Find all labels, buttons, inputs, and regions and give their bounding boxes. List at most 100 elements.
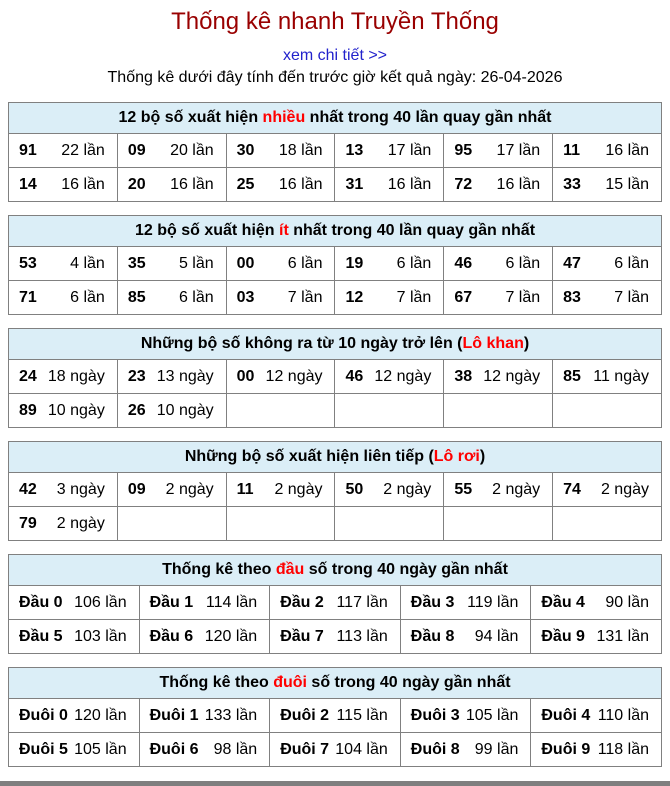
stat-cell: 46 6 lần [443, 246, 554, 281]
header-text: nhất trong 40 lần quay gần nhất [288, 222, 536, 239]
table-least-frequent: 12 bộ số xuất hiện ít nhất trong 40 lần … [8, 215, 662, 315]
empty-cell [225, 506, 336, 541]
date-note: Thống kê dưới đây tính đến trước giờ kết… [107, 69, 563, 86]
detail-link[interactable]: xem chi tiết >> [282, 47, 388, 64]
stat-cell: 03 7 lần [225, 280, 336, 315]
stat-cell: 09 20 lần [116, 133, 227, 168]
stat-cell: Đầu 4 90 lần [530, 585, 662, 620]
stat-cell: Đuôi 8 99 lần [399, 732, 532, 767]
empty-cell [552, 393, 662, 428]
table-row: 71 6 lần 85 6 lần 03 7 lần 12 7 lần 67 7 lần 83 7 l… [8, 280, 662, 315]
stat-number: Đuôi 9 [541, 740, 591, 758]
table-header-most-frequent: 12 bộ số xuất hiện nhiều nhất trong 40 l… [8, 102, 662, 134]
stat-count: 18 ngày [47, 367, 105, 385]
stat-count: 114 lần [205, 593, 258, 611]
stat-number: Đuôi 6 [149, 740, 199, 758]
header-text: Thống kê theo [162, 561, 276, 578]
stat-cell: 14 16 lần [8, 167, 118, 202]
stat-cell: 00 6 lần [225, 246, 336, 281]
stat-number: Đầu 7 [280, 627, 324, 645]
header-highlight: nhiều [262, 109, 306, 126]
stat-count: 113 lần [336, 627, 388, 645]
stat-count: 7 lần [287, 288, 323, 306]
stat-cell: 24 18 ngày [8, 359, 118, 394]
stat-number: 46 [454, 254, 473, 272]
stat-number: 35 [127, 254, 146, 272]
stat-number: 26 [127, 401, 146, 419]
stat-count: 16 lần [170, 175, 214, 193]
table-row: 14 16 lần 20 16 lần 25 16 lần 31 16 lần 72 16 lần… [8, 167, 662, 202]
stat-cell: 33 15 lần [552, 167, 662, 202]
stat-cell: 53 4 lần [8, 246, 118, 281]
header-highlight: đuôi [273, 674, 307, 691]
header-text: số trong 40 ngày gần nhất [306, 674, 511, 691]
table-header-dau: Thống kê theo đầu số trong 40 ngày gần n… [8, 554, 662, 586]
stat-count: 7 lần [396, 288, 432, 306]
stat-count: 12 ngày [265, 367, 323, 385]
stat-cell: Đuôi 3 105 lần [399, 698, 532, 733]
stat-cell: Đuôi 0 120 lần [8, 698, 140, 733]
table-header-lo-roi: Những bộ số xuất hiện liên tiếp (Lô rơi) [8, 441, 662, 473]
empty-cell [334, 506, 445, 541]
stat-cell: 20 16 lần [116, 167, 227, 202]
stat-count: 120 lần [74, 706, 127, 724]
stat-count: 10 ngày [156, 401, 214, 419]
stat-number: 53 [19, 254, 37, 272]
stat-count: 16 lần [278, 175, 323, 193]
header-highlight: Lô khan [462, 335, 524, 352]
stat-number: 38 [454, 367, 473, 385]
stat-cell: Đuôi 1 133 lần [138, 698, 271, 733]
stat-cell: 91 22 lần [8, 133, 118, 168]
stat-number: Đuôi 4 [541, 706, 591, 724]
stat-count: 15 lần [605, 175, 649, 193]
stat-number: 25 [236, 175, 255, 193]
table-row: Đầu 0 106 lần Đầu 1 114 lần Đầu 2 117 lần Đầu … [8, 585, 662, 620]
stat-count: 94 lần [474, 627, 519, 645]
stat-count: 7 lần [614, 288, 649, 306]
header-text: nhất trong 40 lần quay gần nhất [305, 109, 552, 126]
stat-count: 16 lần [496, 175, 541, 193]
stat-cell: 83 7 lần [552, 280, 662, 315]
statistics-tables: 12 bộ số xuất hiện nhiều nhất trong 40 l… [0, 102, 670, 767]
header-highlight: Lô rơi [433, 448, 480, 465]
stat-count: 12 ngày [374, 367, 432, 385]
stat-count: 6 lần [614, 254, 649, 272]
stat-count: 2 ngày [600, 480, 649, 498]
stat-number: Đầu 8 [410, 627, 455, 645]
page: { "page": { "title": "Thống kê nhanh Tru… [0, 6, 670, 786]
stat-number: 03 [236, 288, 255, 306]
empty-cell [225, 393, 336, 428]
stat-cell: 13 17 lần [334, 133, 445, 168]
stat-number: 30 [236, 141, 255, 159]
stat-number: Đầu 2 [280, 593, 324, 611]
stat-count: 6 lần [178, 288, 214, 306]
stat-cell: Đầu 0 106 lần [8, 585, 140, 620]
stat-count: 16 lần [61, 175, 105, 193]
stat-count: 131 lần [596, 627, 650, 645]
stat-count: 90 lần [605, 593, 649, 611]
table-row: 91 22 lần 09 20 lần 30 18 lần 13 17 lần 95 17 lần… [8, 133, 662, 168]
header-text: Những bộ số xuất hiện liên tiếp ( [184, 448, 434, 465]
stat-number: 74 [563, 480, 581, 498]
empty-cell [443, 393, 554, 428]
empty-cell [552, 506, 662, 541]
stat-number: Đuôi 5 [19, 740, 68, 758]
stat-number: Đuôi 2 [280, 706, 330, 724]
stat-count: 2 ngày [383, 480, 432, 498]
table-lo-khan: Những bộ số không ra từ 10 ngày trở lên … [8, 328, 662, 428]
stat-number: 19 [345, 254, 364, 272]
header-text: 12 bộ số xuất hiện [118, 109, 263, 126]
stat-count: 6 lần [396, 254, 432, 272]
stat-number: 85 [127, 288, 146, 306]
stat-cell: 67 7 lần [443, 280, 554, 315]
table-most-frequent: 12 bộ số xuất hiện nhiều nhất trong 40 l… [8, 102, 662, 202]
stat-count: 117 lần [336, 593, 388, 611]
page-title: Thống kê nhanh Truyền Thống [171, 8, 499, 35]
stat-cell: 55 2 ngày [443, 472, 554, 507]
stat-cell: 95 17 lần [443, 133, 554, 168]
stat-number: 12 [345, 288, 364, 306]
stat-cell: 00 12 ngày [225, 359, 336, 394]
stat-count: 13 ngày [156, 367, 214, 385]
stat-number: 47 [563, 254, 581, 272]
stat-count: 120 lần [204, 627, 258, 645]
